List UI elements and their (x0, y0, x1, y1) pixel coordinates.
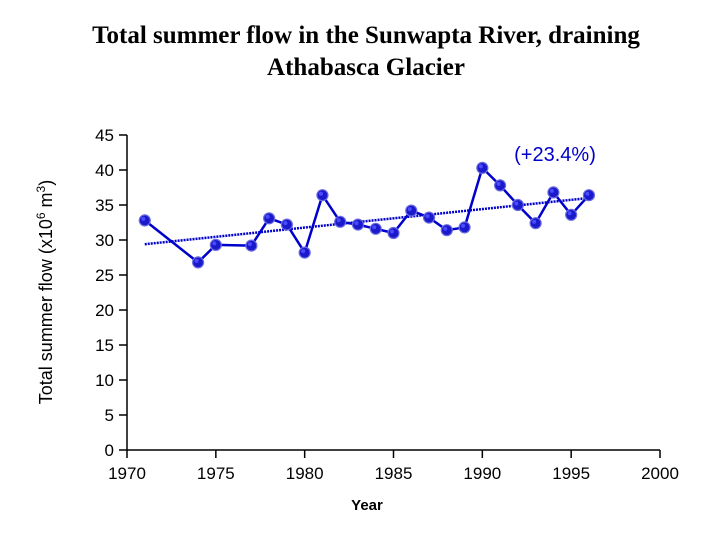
data-point (245, 239, 258, 252)
data-point-highlight (283, 221, 288, 226)
data-point (529, 217, 542, 230)
data-point-highlight (336, 218, 341, 223)
y-axis-title-end: ) (36, 180, 56, 186)
data-point-highlight (461, 223, 466, 228)
data-point (138, 214, 151, 227)
data-point (458, 221, 471, 234)
data-point (476, 161, 489, 174)
data-point-highlight (301, 249, 306, 254)
y-tick-label: 25 (95, 266, 114, 285)
chart-title-line2: Athabasca Glacier (267, 54, 465, 81)
x-tick-label: 1995 (552, 464, 590, 483)
data-point-highlight (141, 216, 146, 221)
y-axis-title-exp3: 3 (34, 185, 48, 192)
data-point (298, 246, 311, 259)
data-point (387, 226, 400, 240)
data-point (191, 256, 205, 269)
data-point (334, 215, 347, 228)
data-point (494, 179, 507, 192)
data-point-highlight (514, 201, 519, 206)
x-tick-label: 2000 (641, 464, 679, 483)
axes (126, 135, 660, 451)
y-tick-label: 30 (95, 231, 114, 250)
data-point-highlight (318, 191, 323, 196)
data-point-highlight (478, 164, 483, 169)
x-tick-label: 1970 (108, 464, 146, 483)
data-point-highlight (425, 214, 430, 219)
y-axis-title-text: Total summer flow (x10 (36, 219, 56, 404)
data-point (280, 218, 293, 231)
x-axis-title: Year (351, 497, 383, 514)
data-point-highlight (194, 258, 199, 263)
data-point-highlight (212, 241, 217, 246)
data-point-highlight (354, 221, 359, 226)
data-point (351, 218, 365, 231)
data-point-highlight (247, 242, 252, 247)
data-point (440, 224, 453, 237)
series-group (138, 161, 596, 269)
y-tick-label: 45 (95, 126, 114, 145)
y-tick-label: 10 (95, 371, 114, 390)
data-point-highlight (496, 181, 501, 186)
data-point-highlight (407, 207, 412, 212)
x-tick-label: 1985 (375, 464, 413, 483)
data-point-highlight (567, 211, 572, 216)
data-point (369, 222, 382, 235)
data-point-highlight (549, 188, 554, 193)
percent-change-annotation: (+23.4%) (514, 144, 596, 166)
data-point (209, 238, 222, 251)
y-tick-label: 5 (105, 406, 114, 425)
y-axis-title: Total summer flow (x106 m3) (34, 180, 56, 404)
y-tick-label: 20 (95, 301, 114, 320)
x-tick-label: 1975 (197, 464, 235, 483)
data-point-highlight (372, 225, 377, 230)
y-axis-title-unit: m (36, 192, 56, 212)
data-point-highlight (585, 191, 590, 196)
data-point-highlight (443, 226, 448, 231)
data-point (511, 198, 524, 212)
x-tick-label: 1990 (463, 464, 501, 483)
data-point (316, 189, 329, 202)
axis-ticks: 0 5 10 15 20 25 30 35 40 45 1970 1975 1980 1985 1990 19… (95, 126, 679, 483)
chart-title: Total summer flow in the Sunwapta River,… (0, 20, 720, 84)
data-point (565, 208, 578, 221)
data-point-highlight (390, 229, 394, 234)
y-tick-label: 35 (95, 196, 114, 215)
y-axis-title-exp6: 6 (34, 212, 48, 219)
data-point (582, 189, 596, 202)
y-tick-label: 15 (95, 336, 114, 355)
data-point (547, 186, 560, 199)
data-point-highlight (532, 219, 537, 224)
x-tick-label: 1980 (286, 464, 324, 483)
data-point-highlight (265, 214, 270, 219)
data-point (422, 211, 436, 224)
chart-title-line1: Total summer flow in the Sunwapta River,… (92, 22, 640, 49)
data-point (405, 204, 418, 217)
y-tick-label: 0 (105, 441, 114, 460)
data-point (263, 212, 276, 225)
y-tick-label: 40 (95, 161, 114, 180)
